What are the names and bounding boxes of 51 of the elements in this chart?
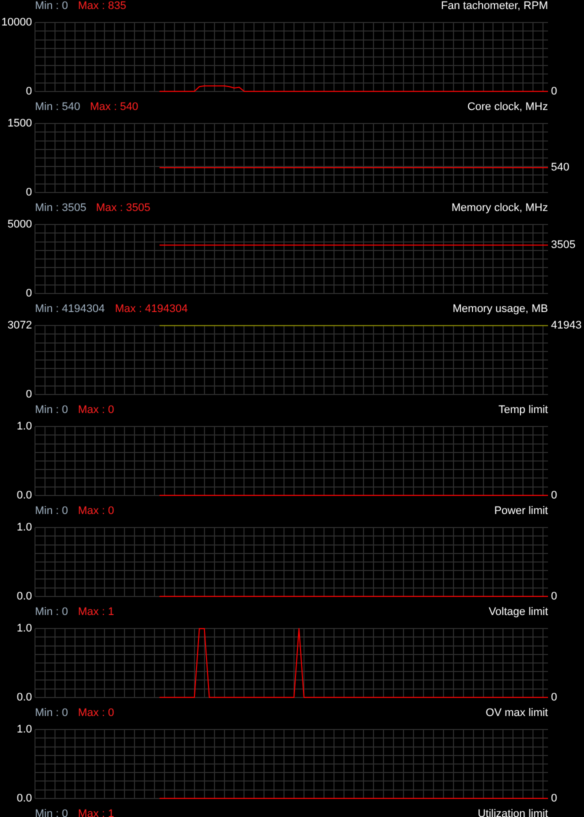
text: Min : 0 (35, 707, 68, 720)
y-tick-label: 0.0 (16, 489, 32, 502)
text: Min : 0 (35, 505, 68, 518)
chart-title: Memory usage, MB (452, 303, 548, 316)
y-tick-label: 1.0 (16, 420, 32, 433)
text: Min : 540 (35, 101, 80, 114)
y-tick-label: 1500 (8, 118, 32, 130)
data-label: 0 (551, 489, 558, 502)
y-tick-label: 10000 (1, 16, 32, 29)
text: Min : 0 (35, 808, 68, 817)
data-label: 3505 (551, 239, 576, 252)
text: Max : 3505 (96, 202, 150, 215)
text: Max : 835 (78, 0, 126, 13)
y-tick-label: 1.0 (16, 522, 32, 534)
text: Max : 0 (78, 404, 114, 417)
chart-title: OV max limit (486, 707, 548, 720)
text: Min : 0 (35, 404, 68, 417)
chart-title: Power limit (494, 505, 548, 518)
data-label: 0 (551, 792, 558, 804)
text: Max : 4194304 (115, 303, 188, 316)
text: Max : 0 (78, 707, 114, 720)
text: Max : 540 (90, 101, 138, 114)
y-tick-label: 5000 (8, 218, 32, 231)
y-tick-label: 1.0 (16, 622, 32, 635)
y-tick-label: 0 (26, 186, 32, 198)
chart-title: Voltage limit (488, 606, 548, 619)
y-tick-label: 3072 (8, 320, 32, 332)
chart-title: Temp limit (498, 404, 548, 417)
chart-title: Memory clock, MHz (451, 202, 548, 215)
text: Max : 0 (78, 505, 114, 518)
text: Min : 4194304 (35, 303, 105, 316)
y-tick-label: 0 (26, 287, 32, 300)
data-label: 0 (551, 691, 558, 704)
y-tick-label: 0.0 (16, 792, 32, 804)
text: Max : 1 (78, 606, 114, 619)
text: Min : 0 (35, 0, 68, 13)
y-tick-label: 0.0 (16, 691, 32, 704)
text: Utilization limit (478, 808, 548, 817)
text: 41943 (551, 320, 582, 332)
text: Min : 3505 (35, 202, 86, 215)
data-label: 0 (551, 590, 558, 602)
y-tick-label: 0 (26, 85, 32, 98)
text: Max : 1 (78, 808, 114, 817)
text: Min : 0 (35, 606, 68, 619)
y-tick-label: 0 (26, 388, 32, 400)
chart-title: Fan tachometer, RPM (441, 0, 548, 13)
chart-title: Core clock, MHz (467, 101, 548, 114)
y-tick-label: 0.0 (16, 590, 32, 602)
data-label: 540 (551, 162, 570, 174)
y-tick-label: 1.0 (16, 724, 32, 736)
data-label: 0 (551, 85, 558, 98)
